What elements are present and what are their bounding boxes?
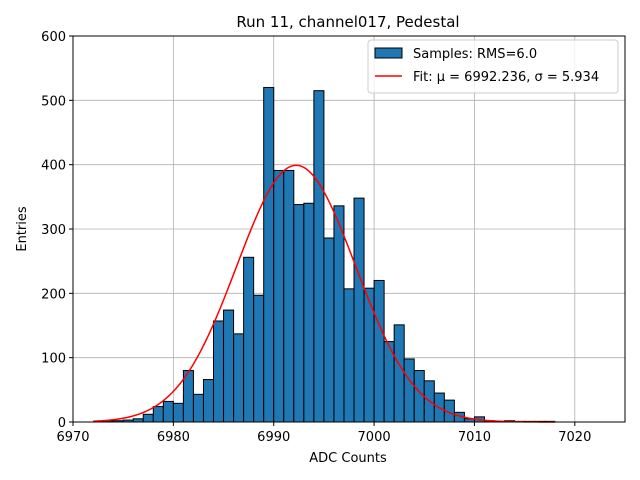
chart-title: Run 11, channel017, Pedestal <box>236 13 459 31</box>
y-axis-ticks: 0 100 200 300 400 500 600 <box>41 30 73 431</box>
histogram-bars <box>102 86 556 423</box>
histogram-bar <box>373 279 385 423</box>
histogram-bar <box>223 309 235 423</box>
legend: Samples: RMS=6.0 Fit: μ = 6992.236, σ = … <box>367 39 619 94</box>
histogram-bar <box>162 400 174 423</box>
x-axis-label: ADC Counts <box>309 451 387 466</box>
histogram-bar <box>313 90 325 423</box>
x-tick-label: 6990 <box>257 430 290 445</box>
fit-curve <box>93 164 555 423</box>
y-tick-label: 400 <box>41 159 66 174</box>
histogram-bar <box>142 413 154 423</box>
legend-fit-label: Fit: μ = 6992.236, σ = 5.934 <box>413 70 599 85</box>
histogram-bar <box>283 169 295 423</box>
histogram-bar <box>172 402 184 423</box>
histogram-bar <box>293 204 305 423</box>
histogram-bar <box>192 393 204 423</box>
histogram-bar <box>263 86 275 423</box>
fit-curve-group <box>93 164 555 423</box>
legend-histogram-swatch <box>374 47 403 59</box>
histogram-bar <box>213 320 225 423</box>
y-tick-label: 300 <box>41 223 66 238</box>
x-tick-label: 7000 <box>358 430 391 445</box>
x-tick-label: 6980 <box>157 430 190 445</box>
histogram-bar <box>333 205 345 423</box>
histogram-bar <box>273 169 285 423</box>
x-axis-ticks: 6970 6980 6990 7000 7010 7020 <box>56 422 591 445</box>
y-tick-label: 0 <box>58 416 66 431</box>
histogram-bar <box>413 370 425 423</box>
histogram-bar <box>202 379 215 423</box>
y-tick-label: 500 <box>41 94 66 109</box>
y-tick-label: 100 <box>41 352 66 367</box>
x-tick-label: 6970 <box>56 430 89 445</box>
legend-box <box>367 39 619 94</box>
histogram-bar <box>353 197 365 423</box>
histogram-bar <box>243 256 255 423</box>
histogram-bar <box>303 202 315 423</box>
y-axis-label: Entries <box>15 206 30 252</box>
x-tick-label: 7020 <box>558 430 591 445</box>
histogram-bar <box>233 333 245 423</box>
x-tick-label: 7010 <box>458 430 491 445</box>
histogram-bar <box>253 294 265 423</box>
legend-histogram-label: Samples: RMS=6.0 <box>413 47 537 62</box>
y-tick-label: 600 <box>41 30 66 45</box>
histogram-bar <box>323 237 335 423</box>
y-tick-label: 200 <box>41 287 66 302</box>
histogram-bar <box>403 358 415 423</box>
histogram-bar <box>152 406 164 423</box>
histogram-bar <box>343 288 355 423</box>
histogram-bar <box>393 324 405 423</box>
